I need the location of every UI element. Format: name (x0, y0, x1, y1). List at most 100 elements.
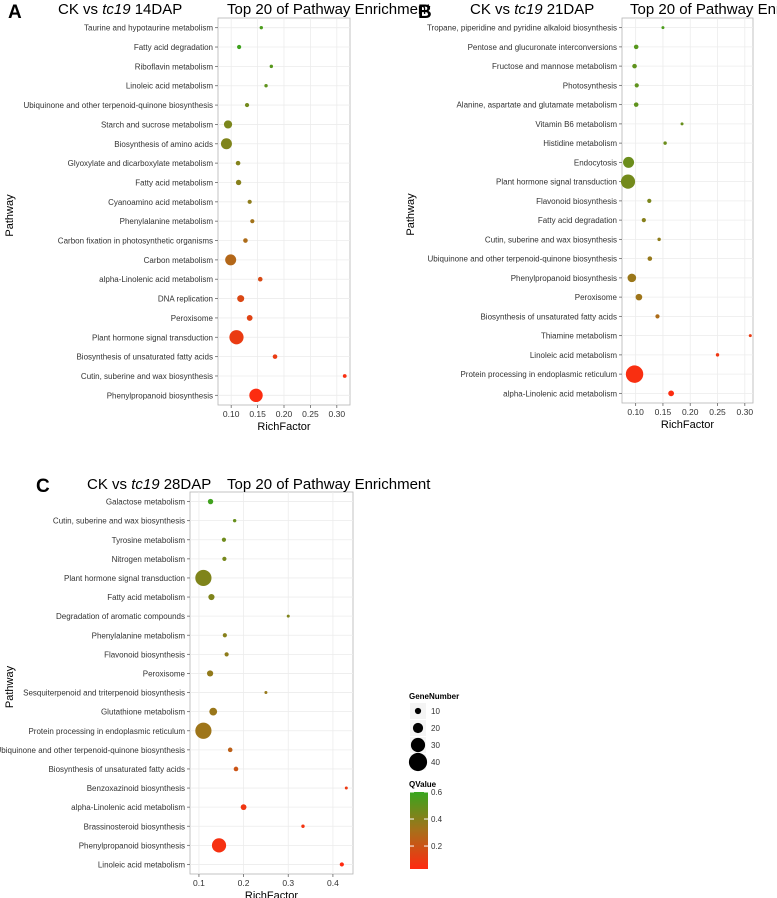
x-tick-label: 0.2 (238, 878, 250, 888)
legend-size-label: 20 (431, 724, 440, 733)
data-point (249, 388, 263, 403)
x-tick-label: 0.30 (737, 407, 754, 417)
data-point (264, 691, 268, 695)
pathway-label: Fatty acid degradation (134, 43, 213, 52)
legend-size-dot (410, 737, 426, 753)
data-point (233, 766, 239, 772)
data-point (634, 83, 639, 88)
data-point (715, 353, 720, 357)
panel-label: B (418, 2, 432, 23)
data-point (259, 25, 263, 30)
pathway-label: Benzoxazinoid biosynthesis (87, 784, 185, 793)
pathway-label: Carbon metabolism (144, 256, 214, 265)
pathway-label: Linoleic acid metabolism (530, 351, 617, 360)
data-point (207, 498, 214, 505)
x-tick-label: 0.20 (276, 409, 293, 419)
data-point (206, 670, 214, 677)
qvalue-legend-title: QValue (409, 780, 437, 789)
data-point (209, 707, 218, 716)
pathway-label: Phenylpropanoid biosynthesis (79, 841, 185, 850)
y-axis-label: Pathway (4, 665, 16, 708)
x-tick-label: 0.25 (302, 409, 319, 419)
pathway-label: Tropane, piperidine and pyridine alkaloi… (427, 24, 617, 33)
panel-comparison: CK vs tc19 28DAP (87, 476, 211, 493)
pathway-label: Carbon fixation in photosynthetic organi… (58, 237, 213, 246)
pathway-label: Riboflavin metabolism (135, 62, 214, 71)
pathway-label: alpha-Linolenic acid metabolism (503, 389, 617, 398)
legend-size-dot (408, 752, 428, 772)
comparison-prefix: CK vs (470, 1, 514, 18)
pathway-label: Protein processing in endoplasmic reticu… (460, 370, 617, 379)
pathway-label: Plant hormone signal transduction (496, 178, 617, 187)
pathway-label: Vitamin B6 metabolism (535, 120, 617, 129)
legend-size-label: 10 (431, 707, 440, 716)
comparison-prefix: CK vs (87, 476, 131, 493)
data-point (625, 365, 644, 383)
data-point (243, 238, 248, 243)
pathway-label: Flavonoid biosynthesis (104, 650, 185, 659)
pathway-label: Biosynthesis of unsaturated fatty acids (480, 312, 617, 321)
data-point (247, 199, 252, 204)
data-point (244, 102, 250, 108)
data-point (301, 824, 305, 828)
pathway-label: Peroxisome (171, 314, 214, 323)
pathway-label: Thiamine metabolism (541, 332, 617, 341)
data-point (211, 838, 227, 853)
pathway-label: Galactose metabolism (106, 498, 185, 507)
legend-size-label: 30 (431, 741, 440, 750)
pathway-label: Phenylalanine metabolism (92, 631, 186, 640)
pathway-label: Alanine, aspartate and glutamate metabol… (456, 101, 617, 110)
pathway-label: Flavonoid biosynthesis (536, 197, 617, 206)
data-point (221, 537, 227, 542)
pathway-label: Plant hormone signal transduction (64, 574, 185, 583)
data-point (195, 569, 212, 587)
pathway-label: Phenylpropanoid biosynthesis (511, 274, 617, 283)
data-point (220, 138, 232, 150)
pathway-label: Peroxisome (143, 669, 186, 678)
data-point (339, 862, 344, 867)
pathway-label: Histidine metabolism (543, 139, 617, 148)
data-point (235, 160, 241, 166)
panel-label: C (36, 476, 50, 497)
data-point (223, 120, 233, 129)
pathway-label: Fructose and mannose metabolism (492, 62, 617, 71)
pathway-label: Photosynthesis (563, 81, 617, 90)
colorbar-label: 0.2 (431, 842, 443, 851)
panel-c: 0.1 0.2 0.3 0.4 Galactose metabolism Cutin, s… (0, 476, 431, 898)
pathway-label: alpha-Linolenic acid metabolism (99, 275, 213, 284)
comparison-gene: tc19 (514, 1, 543, 18)
panel-comparison: CK vs tc19 14DAP (58, 1, 182, 18)
pathway-label: Linoleic acid metabolism (126, 82, 213, 91)
data-point (237, 295, 245, 303)
pathway-label: Phenylalanine metabolism (120, 217, 214, 226)
pathway-label: Endocytosis (574, 158, 617, 167)
pathway-label: Fatty acid degradation (538, 216, 617, 225)
data-point (195, 722, 212, 739)
legend-size-dot (412, 722, 424, 734)
pathway-label: Sesquiterpenoid and triterpenoid biosynt… (23, 689, 185, 698)
data-point (264, 84, 268, 88)
data-point (235, 179, 242, 186)
comparison-prefix: CK vs (58, 1, 102, 18)
pathway-label: Protein processing in endoplasmic reticu… (28, 727, 185, 736)
pathway-label: DNA replication (158, 295, 213, 304)
y-axis-label: Pathway (4, 194, 16, 237)
pathway-label: Biosynthesis of amino acids (114, 140, 213, 149)
x-tick-label: 0.15 (249, 409, 266, 419)
plot-area (189, 491, 354, 875)
pathway-label: Ubiquinone and other terpenoid-quinone b… (24, 101, 213, 110)
pathway-label: Starch and sucrose metabolism (101, 120, 213, 129)
data-point (632, 63, 637, 69)
data-point (647, 198, 652, 203)
pathway-label: Ubiquinone and other terpenoid-quinone b… (428, 255, 617, 264)
data-point (229, 330, 244, 345)
x-tick-label: 0.1 (193, 878, 205, 888)
colorbar-label: 0.6 (431, 788, 443, 797)
data-point (246, 315, 253, 321)
data-point (225, 254, 237, 266)
chart-title: Top 20 of Pathway Enrichment (227, 1, 431, 18)
data-point (208, 593, 215, 601)
pathway-label: Nitrogen metabolism (112, 555, 186, 564)
data-point (250, 219, 255, 224)
data-point (222, 633, 227, 638)
